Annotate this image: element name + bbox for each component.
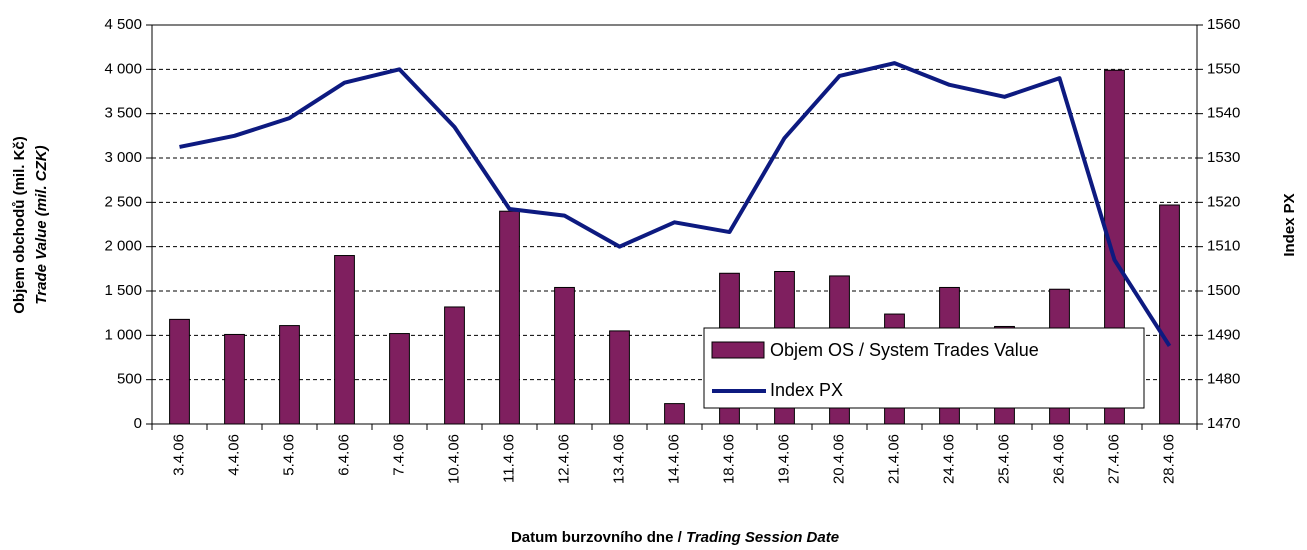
y2-tick-label: 1510 (1207, 238, 1240, 255)
bar (1159, 204, 1180, 425)
x-tick-label: 13.4.06 (610, 434, 627, 484)
bar (499, 210, 520, 425)
x-tick-label: 25.4.06 (995, 434, 1012, 484)
x-tick-label: 12.4.06 (555, 434, 572, 484)
y-axis-title: Objem obchodů (mil. Kč) (11, 136, 28, 314)
bar (334, 255, 355, 425)
bar (224, 333, 245, 425)
x-axis-title-part: Datum burzovního dne / (511, 529, 686, 546)
legend-box (703, 327, 1145, 409)
legend-swatch (711, 341, 765, 359)
x-tick-label: 6.4.06 (335, 434, 352, 476)
x-tick-label: 3.4.06 (170, 434, 187, 476)
legend-label: Objem OS / System Trades Value (770, 340, 1039, 360)
bar (609, 330, 630, 425)
bar (279, 325, 300, 425)
x-tick-label: 18.4.06 (720, 434, 737, 484)
x-tick-label: 4.4.06 (225, 434, 242, 476)
bar (554, 286, 575, 425)
x-tick-label: 28.4.06 (1160, 434, 1177, 484)
y2-tick-label: 1520 (1207, 193, 1240, 210)
x-tick-label: 21.4.06 (885, 434, 902, 484)
x-tick-label: 14.4.06 (665, 434, 682, 484)
y-tick-label: 4 000 (104, 60, 142, 77)
y-tick-label: 2 000 (104, 238, 142, 255)
y2-tick-label: 1560 (1207, 16, 1240, 33)
y2-tick-label: 1500 (1207, 282, 1240, 299)
y2-tick-label: 1470 (1207, 415, 1240, 432)
y-tick-label: 2 500 (104, 193, 142, 210)
x-tick-label: 19.4.06 (775, 434, 792, 484)
y2-tick-label: 1480 (1207, 371, 1240, 388)
x-axis-title: Datum burzovního dne / Trading Session D… (511, 529, 839, 546)
y2-tick-label: 1550 (1207, 60, 1240, 77)
x-tick-label: 20.4.06 (830, 434, 847, 484)
x-tick-label: 24.4.06 (940, 434, 957, 484)
x-tick-label: 10.4.06 (445, 434, 462, 484)
y-tick-label: 1 500 (104, 282, 142, 299)
y-tick-label: 3 000 (104, 149, 142, 166)
bar (389, 333, 410, 425)
plot-frame (151, 24, 1198, 425)
y-tick-label: 4 500 (104, 16, 142, 33)
y-tick-label: 0 (134, 415, 142, 432)
x-tick-label: 7.4.06 (390, 434, 407, 476)
x-tick-label: 5.4.06 (280, 434, 297, 476)
bar (444, 306, 465, 425)
y-tick-label: 3 500 (104, 105, 142, 122)
y2-tick-label: 1530 (1207, 149, 1240, 166)
y-axis-title: Trade Value (mil. CZK) (33, 145, 50, 304)
x-tick-label: 26.4.06 (1050, 434, 1067, 484)
y2-tick-label: 1540 (1207, 105, 1240, 122)
bar (169, 318, 190, 425)
x-tick-label: 11.4.06 (500, 434, 517, 483)
bar (664, 403, 685, 425)
x-axis-title-part: Trading Session Date (686, 529, 839, 546)
legend-label: Index PX (770, 380, 843, 400)
y2-axis-title: Index PX (1281, 193, 1298, 256)
y-tick-label: 500 (117, 371, 142, 388)
line (179, 61, 1172, 348)
x-tick-label: 27.4.06 (1105, 434, 1122, 484)
legend: Objem OS / System Trades Value Index PX (703, 327, 1145, 409)
y-tick-label: 1 000 (104, 326, 142, 343)
y2-tick-label: 1490 (1207, 326, 1240, 343)
